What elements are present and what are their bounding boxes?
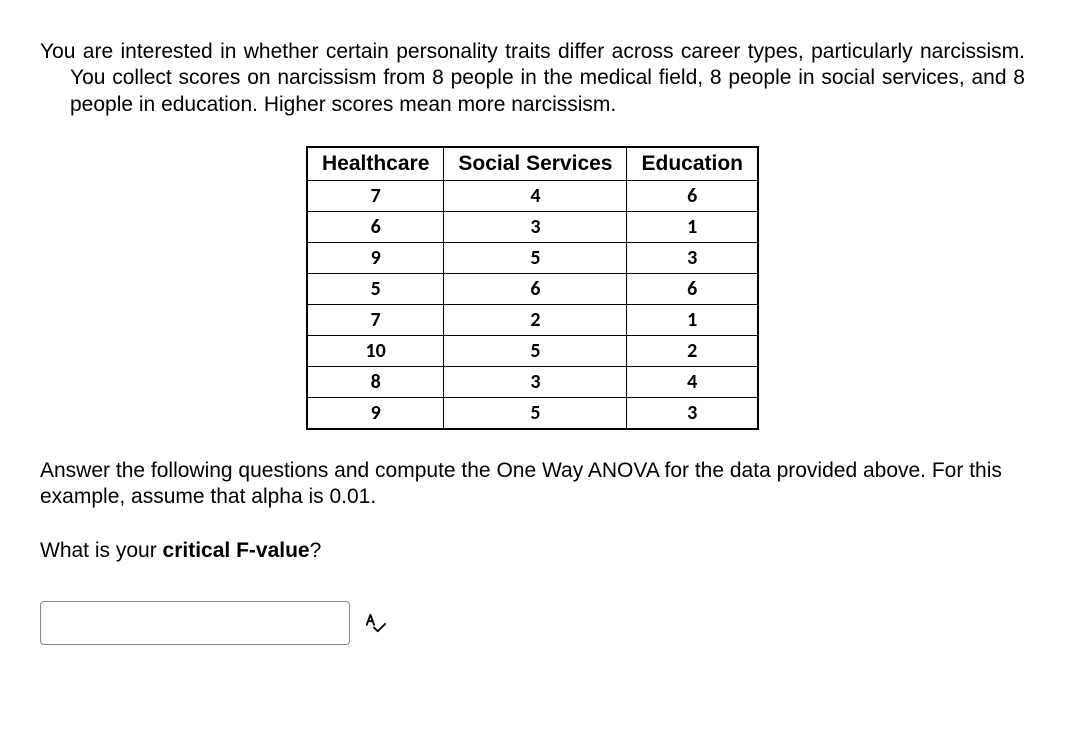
cell: 9 xyxy=(307,397,444,429)
cell: 6 xyxy=(307,211,444,242)
cell: 6 xyxy=(627,273,758,304)
cell: 5 xyxy=(307,273,444,304)
col-header-social-services: Social Services xyxy=(444,147,627,181)
question-prefix: What is your xyxy=(40,539,163,562)
table-row: 9 5 3 xyxy=(307,397,758,429)
question-bold: critical F-value xyxy=(163,539,310,562)
cell: 3 xyxy=(444,211,627,242)
cell: 3 xyxy=(444,366,627,397)
table-row: 7 4 6 xyxy=(307,180,758,211)
table-row: 7 2 1 xyxy=(307,304,758,335)
table-row: 10 5 2 xyxy=(307,335,758,366)
table-row: 9 5 3 xyxy=(307,242,758,273)
cell: 2 xyxy=(627,335,758,366)
table-header-row: Healthcare Social Services Education xyxy=(307,147,758,181)
answer-row xyxy=(40,601,1025,645)
table-body: 7 4 6 6 3 1 9 5 3 5 6 6 7 2 1 xyxy=(307,180,758,429)
cell: 6 xyxy=(627,180,758,211)
cell: 4 xyxy=(444,180,627,211)
table-row: 5 6 6 xyxy=(307,273,758,304)
cell: 7 xyxy=(307,304,444,335)
cell: 4 xyxy=(627,366,758,397)
table-row: 6 3 1 xyxy=(307,211,758,242)
instruction-text: Answer the following questions and compu… xyxy=(40,458,1025,511)
cell: 1 xyxy=(627,304,758,335)
answer-input[interactable] xyxy=(40,601,350,645)
problem-statement: You are interested in whether certain pe… xyxy=(40,39,1025,118)
question-suffix: ? xyxy=(310,539,322,562)
cell: 10 xyxy=(307,335,444,366)
cell: 3 xyxy=(627,397,758,429)
spellcheck-icon[interactable] xyxy=(364,612,386,634)
col-header-education: Education xyxy=(627,147,758,181)
cell: 9 xyxy=(307,242,444,273)
question-text: What is your critical F-value? xyxy=(40,538,1025,564)
cell: 8 xyxy=(307,366,444,397)
cell: 5 xyxy=(444,335,627,366)
cell: 5 xyxy=(444,242,627,273)
cell: 7 xyxy=(307,180,444,211)
table-row: 8 3 4 xyxy=(307,366,758,397)
data-table: Healthcare Social Services Education 7 4… xyxy=(306,146,759,430)
cell: 2 xyxy=(444,304,627,335)
cell: 3 xyxy=(627,242,758,273)
cell: 1 xyxy=(627,211,758,242)
cell: 6 xyxy=(444,273,627,304)
data-table-container: Healthcare Social Services Education 7 4… xyxy=(40,146,1025,430)
col-header-healthcare: Healthcare xyxy=(307,147,444,181)
cell: 5 xyxy=(444,397,627,429)
